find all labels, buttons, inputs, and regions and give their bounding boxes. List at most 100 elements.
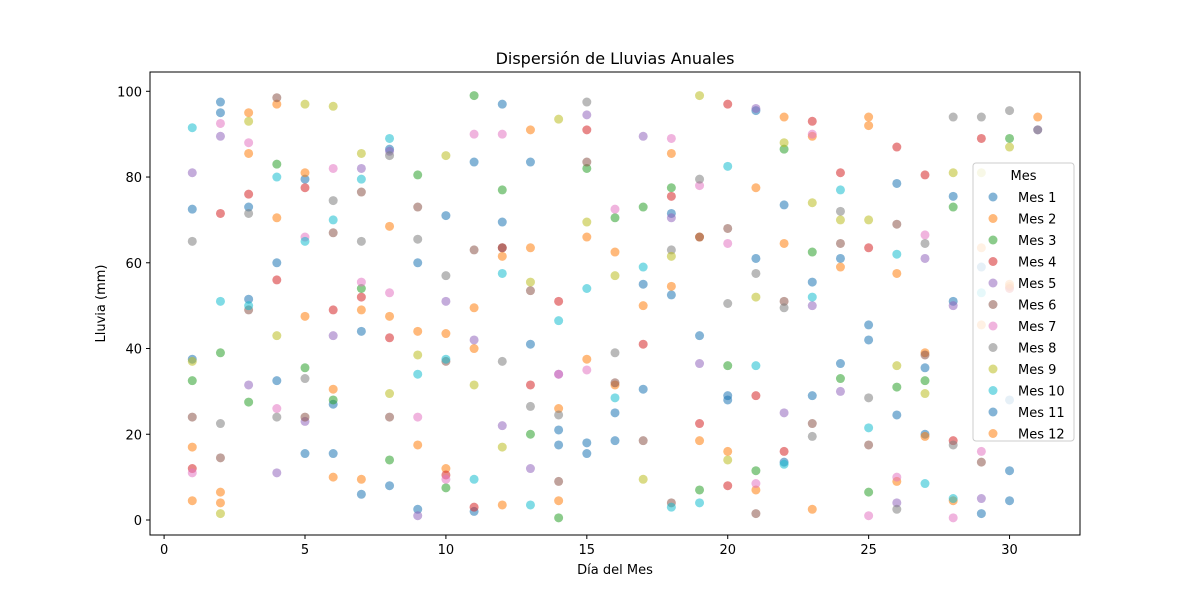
point-mes-5-18: [695, 359, 705, 369]
point-mes-2-1: [187, 442, 197, 452]
point-mes-8-18: [723, 299, 733, 308]
point-mes-8-1: [187, 236, 197, 246]
point-mes-3-29: [1005, 133, 1015, 143]
point-mes-5-15: [582, 110, 592, 120]
point-mes-1-20: [469, 157, 479, 167]
point-mes-5-11: [469, 335, 479, 345]
point-mes-4-20: [751, 391, 761, 401]
point-mes-9-3: [244, 116, 254, 126]
point-mes-2-44: [807, 504, 817, 514]
point-mes-2-28: [554, 496, 564, 506]
point-mes-4-12: [525, 380, 535, 390]
point-mes-1-9: [300, 174, 310, 184]
point-mes-7-9: [413, 412, 423, 422]
point-mes-2-37: [695, 436, 705, 446]
point-mes-2-23: [497, 251, 507, 261]
point-mes-10-23: [807, 292, 817, 302]
point-mes-1-28: [582, 438, 592, 448]
legend-marker-mes-8: [988, 343, 998, 352]
point-mes-6-11: [469, 245, 479, 255]
point-mes-8-23: [864, 393, 874, 403]
point-mes-10-5: [300, 236, 310, 246]
point-mes-8-24: [892, 504, 902, 514]
point-mes-10-17: [638, 262, 648, 272]
point-mes-3-27: [920, 376, 930, 386]
legend-label-mes-6: Mes 6: [1018, 299, 1056, 314]
point-mes-9-26: [892, 361, 902, 371]
point-mes-10-4: [272, 172, 282, 182]
point-mes-4-26: [920, 170, 930, 180]
point-mes-10-8: [385, 133, 395, 143]
point-mes-2-17: [413, 326, 423, 336]
legend-box: [972, 162, 1075, 442]
point-mes-9-11: [469, 380, 479, 390]
point-mes-8-12: [525, 401, 535, 411]
point-mes-1-38: [723, 395, 733, 405]
point-mes-10-6: [328, 215, 338, 225]
point-mes-7-2: [215, 118, 225, 128]
point-mes-1-46: [835, 359, 845, 369]
point-mes-4-22: [807, 116, 817, 126]
plot-frame: [149, 71, 1081, 536]
point-mes-7-20: [807, 129, 817, 139]
point-mes-10-22: [779, 459, 789, 469]
point-mes-7-18: [723, 238, 733, 248]
point-mes-10-13: [525, 500, 535, 510]
point-mes-9-14: [554, 114, 564, 124]
x-tick-label-10: 10: [438, 543, 455, 558]
point-mes-2-5: [244, 108, 254, 118]
point-mes-6-25: [864, 440, 874, 450]
point-mes-1-14: [356, 489, 366, 499]
point-mes-1-1: [187, 204, 197, 214]
point-mes-4-4: [272, 275, 282, 285]
point-mes-5-13: [525, 464, 535, 474]
point-mes-9-9: [413, 350, 423, 360]
point-mes-7-16: [666, 133, 676, 143]
point-mes-2-15: [385, 221, 395, 231]
point-mes-8-9: [413, 234, 423, 244]
point-mes-7-19: [751, 479, 761, 489]
point-mes-3-11: [469, 91, 479, 101]
point-mes-4-6: [328, 305, 338, 315]
point-mes-8-2: [215, 419, 225, 429]
point-mes-9-8: [385, 389, 395, 399]
point-mes-7-13: [554, 369, 564, 379]
point-mes-4-13: [554, 296, 564, 306]
point-mes-2-7: [272, 99, 282, 109]
point-mes-6-7: [356, 187, 366, 197]
legend-marker-mes-4: [988, 257, 998, 266]
point-mes-9-21: [751, 292, 761, 302]
point-mes-3-10: [441, 483, 451, 493]
point-mes-1-22: [497, 99, 507, 109]
point-mes-8-14: [582, 97, 592, 107]
point-mes-3-9: [413, 170, 423, 180]
point-mes-8-21: [807, 431, 817, 441]
point-mes-4-25: [892, 142, 902, 152]
points-layer: [187, 91, 1043, 523]
point-mes-2-9: [300, 168, 310, 178]
point-mes-1-18: [413, 504, 423, 514]
point-mes-9-12: [497, 442, 507, 452]
point-mes-7-11: [469, 129, 479, 139]
point-mes-8-29: [1005, 106, 1015, 116]
point-mes-7-17: [695, 181, 705, 191]
point-mes-4-14: [582, 125, 592, 135]
point-mes-6-9: [413, 202, 423, 212]
point-mes-3-13: [525, 429, 535, 439]
legend-label-mes-2: Mes 2: [1018, 213, 1056, 228]
point-mes-8-11: [497, 356, 507, 366]
point-mes-6-4: [272, 93, 282, 103]
point-mes-9-2: [215, 509, 225, 519]
point-mes-9-17: [638, 474, 648, 484]
point-mes-9-24: [835, 215, 845, 225]
point-mes-1-53: [948, 191, 958, 201]
point-mes-8-30: [1033, 125, 1043, 135]
point-mes-2-41: [779, 112, 789, 122]
point-mes-2-6: [244, 148, 254, 158]
point-mes-1-26: [554, 425, 564, 435]
point-mes-2-29: [582, 232, 592, 242]
chart-title: Dispersión de Lluvias Anuales: [496, 49, 735, 68]
point-mes-10-7: [356, 174, 366, 184]
point-mes-1-4: [215, 108, 225, 118]
point-mes-4-2: [215, 208, 225, 218]
